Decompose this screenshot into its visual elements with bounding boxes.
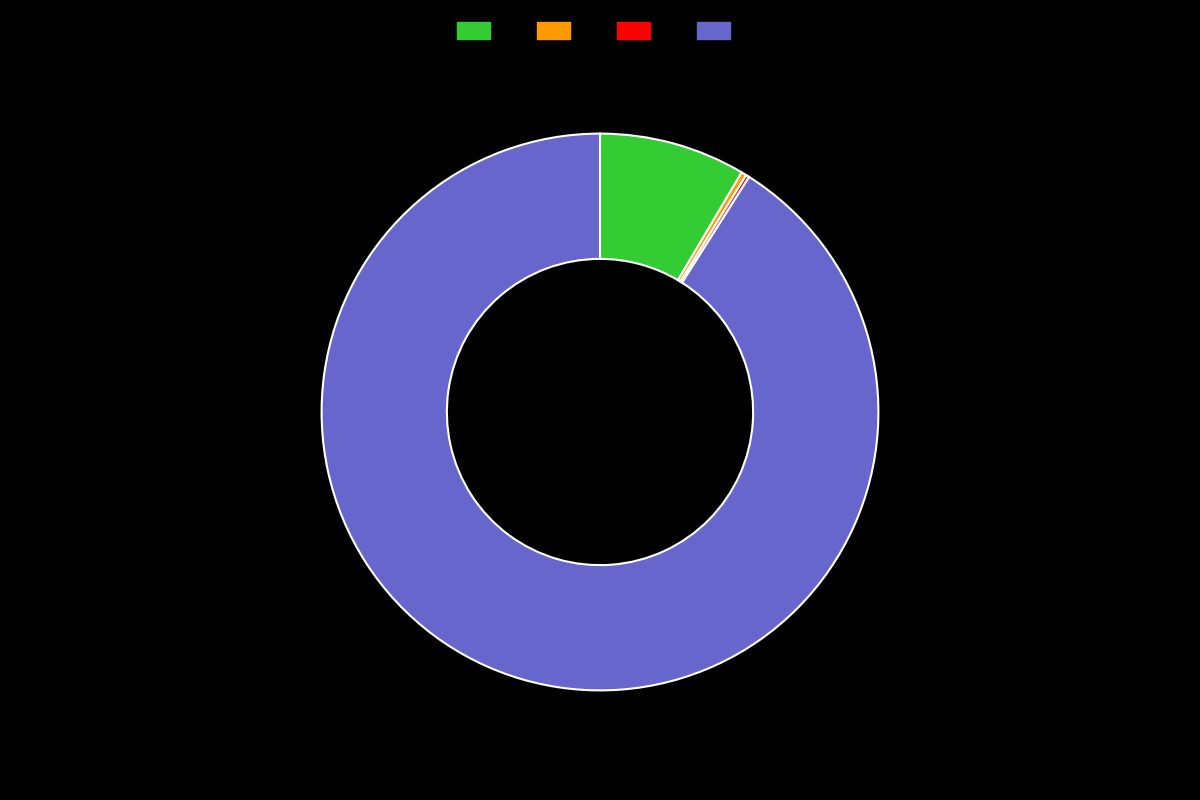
Wedge shape (322, 134, 878, 690)
Wedge shape (600, 134, 742, 280)
Wedge shape (678, 172, 746, 282)
Wedge shape (680, 175, 749, 282)
Legend: , , , : , , , (451, 17, 749, 45)
